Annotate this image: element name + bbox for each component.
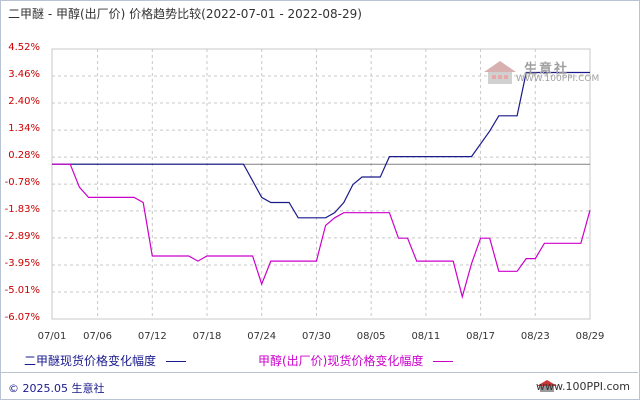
x-tick-label: 08/05 <box>356 331 386 342</box>
legend-swatch-dme <box>166 361 187 362</box>
footer-copyright: © 2025.05 生意社 <box>8 382 105 395</box>
legend-label-methanol: 甲醇(出厂价)现货价格变化幅度 <box>258 354 424 368</box>
legend-label-dme: 二甲醚现货价格变化幅度 <box>24 354 157 368</box>
x-tick-label: 08/23 <box>520 331 550 342</box>
x-tick-label: 07/01 <box>37 331 67 342</box>
y-tick-label: -3.95% <box>4 257 40 269</box>
y-tick-label: 3.46% <box>8 69 40 81</box>
x-tick-label: 08/11 <box>411 331 441 342</box>
y-tick-label: -0.78% <box>4 177 40 189</box>
watermark-house-icon <box>484 61 516 84</box>
legend-swatch-methanol <box>433 361 454 362</box>
x-tick-label: 08/29 <box>575 331 605 342</box>
y-tick-label: 1.34% <box>8 123 40 135</box>
x-tick-label: 07/18 <box>192 331 222 342</box>
x-tick-label: 07/06 <box>83 331 112 342</box>
x-tick-label: 07/12 <box>137 331 167 342</box>
x-tick-label: 08/17 <box>466 331 495 342</box>
y-tick-label: -2.89% <box>4 230 40 242</box>
y-tick-label: 2.40% <box>8 96 40 108</box>
watermark-brand: 生意社 <box>524 62 570 77</box>
y-tick-label: 4.52% <box>8 42 40 53</box>
y-tick-label: -6.07% <box>4 312 40 323</box>
y-tick-label: -5.01% <box>4 284 40 296</box>
watermark: 生意社 WWW.100PPI.COM <box>480 58 600 88</box>
x-tick-label: 07/24 <box>247 331 277 342</box>
footer-divider <box>1 372 638 373</box>
footer-site-link[interactable]: www.100PPI.com <box>536 380 630 393</box>
legend-item-dme: 二甲醚现货价格变化幅度 <box>24 352 187 369</box>
legend-item-methanol: 甲醇(出厂价)现货价格变化幅度 <box>258 352 454 369</box>
x-tick-label: 07/30 <box>302 331 331 342</box>
y-tick-label: 0.28% <box>8 150 40 162</box>
footer-logo-icon <box>537 380 557 392</box>
chart-title: 二甲醚 - 甲醇(出厂价) 价格趋势比较(2022-07-01 - 2022-0… <box>8 7 362 21</box>
watermark-url: WWW.100PPI.COM <box>516 74 600 84</box>
y-tick-label: -1.83% <box>4 203 40 215</box>
series-line-dme <box>52 71 590 219</box>
series-line-methanol <box>52 163 591 300</box>
